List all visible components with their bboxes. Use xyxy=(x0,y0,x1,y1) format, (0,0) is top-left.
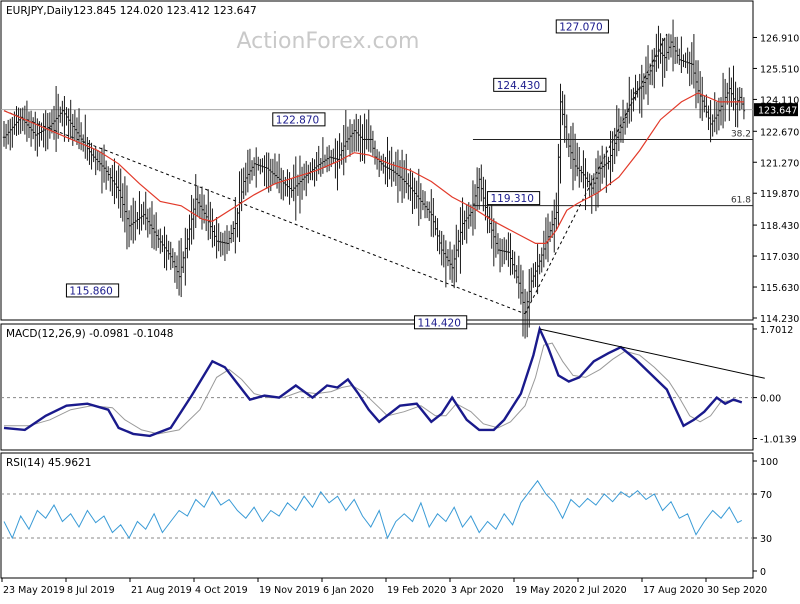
price-trendline xyxy=(3,110,526,315)
price-label-box xyxy=(414,315,468,330)
rsi-tick-label: 0 xyxy=(760,567,766,578)
date-tick-label: 8 Jul 2019 xyxy=(67,585,115,596)
date-tick-label: 6 Jan 2020 xyxy=(323,585,374,596)
rsi-line xyxy=(3,479,743,540)
price-tick-label: 114.230 xyxy=(760,314,799,325)
macd-tick-label: -1.0139 xyxy=(760,435,797,446)
macd-title: MACD(12,26,9) -0.0981 -0.1048 xyxy=(6,328,173,340)
date-tick-label: 3 Apr 2020 xyxy=(451,585,504,596)
price-tick-label: 117.030 xyxy=(760,252,799,263)
price-tick-label: 119.870 xyxy=(760,189,799,200)
price-label-box xyxy=(272,112,326,127)
date-tick-label: 17 Aug 2020 xyxy=(643,585,704,596)
price-label: 119.310 xyxy=(490,193,533,205)
macd-line xyxy=(3,325,743,438)
price-label-box xyxy=(555,19,609,34)
moving-average-line xyxy=(3,92,744,244)
date-tick-label: 23 May 2019 xyxy=(3,585,65,596)
macd-panel-frame xyxy=(0,323,754,451)
price-label: 114.420 xyxy=(418,317,461,329)
price-label-box xyxy=(486,191,541,206)
price-label: 122.870 xyxy=(276,114,319,126)
date-tick-label: 4 Oct 2019 xyxy=(195,585,248,596)
fib-level-label: 38.2 xyxy=(731,129,751,139)
price-tick-label: 118.430 xyxy=(760,221,799,232)
last-price-badge xyxy=(754,103,798,117)
date-tick-label: 19 Nov 2019 xyxy=(259,585,320,596)
fib-level-label: 61.8 xyxy=(731,196,751,206)
ohlc-label: 123.845 124.020 123.412 123.647 xyxy=(73,5,257,17)
price-tick-label: 115.630 xyxy=(760,283,799,294)
macd-trendline xyxy=(539,328,765,379)
last-price-value: 123.647 xyxy=(758,106,797,117)
price-tick-label: 121.270 xyxy=(760,158,799,169)
macd-tick-label: 0.00 xyxy=(760,394,781,405)
macd-signal-line xyxy=(4,342,742,435)
rsi-tick-label: 30 xyxy=(760,534,772,545)
price-tick-label: 124.110 xyxy=(760,95,799,106)
price-label-box xyxy=(65,283,120,298)
price-tick-label: 125.510 xyxy=(760,64,799,75)
rsi-panel-frame xyxy=(0,452,754,579)
price-label: 127.070 xyxy=(559,21,602,33)
price-label: 115.860 xyxy=(69,285,112,297)
price-tick-label: 122.670 xyxy=(760,127,799,138)
price-panel-frame xyxy=(0,0,754,321)
date-tick-label: 21 Aug 2019 xyxy=(131,585,192,596)
date-tick-label: 30 Sep 2020 xyxy=(707,585,767,596)
price-tick-label: 126.910 xyxy=(760,33,799,44)
date-tick-label: 19 Feb 2020 xyxy=(387,585,446,596)
watermark: ActionForex.com xyxy=(237,29,420,54)
date-tick-label: 2 Jul 2020 xyxy=(579,585,627,596)
price-label: 124.430 xyxy=(497,80,540,92)
price-label-box xyxy=(493,77,547,92)
rsi-tick-label: 70 xyxy=(760,490,772,501)
symbol-label: EURJPY,Daily xyxy=(6,5,73,17)
macd-tick-label: 1.7012 xyxy=(760,325,793,336)
rsi-tick-label: 100 xyxy=(760,457,778,468)
date-tick-label: 19 May 2020 xyxy=(515,585,577,596)
rsi-title: RSI(14) 45.9621 xyxy=(6,457,91,469)
